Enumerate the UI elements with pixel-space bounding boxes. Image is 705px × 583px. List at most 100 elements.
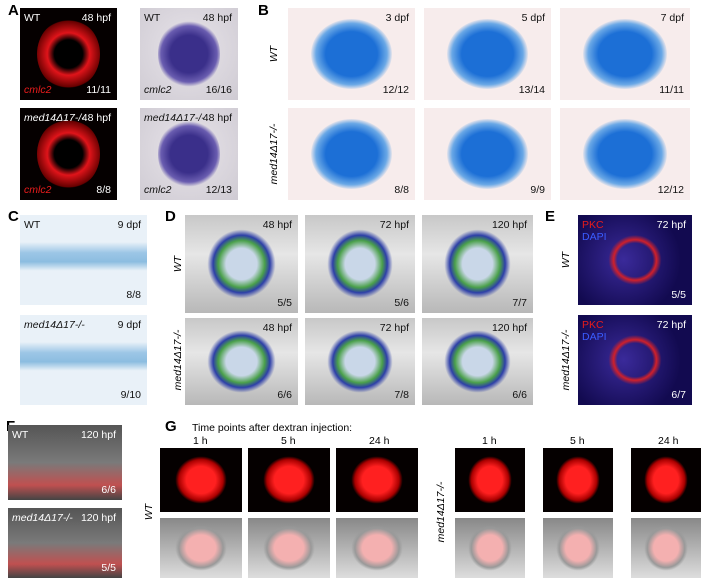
specimen xyxy=(324,226,396,302)
column-label: 5 h xyxy=(570,435,585,447)
micrograph: WT 9 dpf 8/8 xyxy=(20,215,147,305)
column-label: 1 h xyxy=(482,435,497,447)
specimen xyxy=(598,325,672,395)
micrograph xyxy=(160,448,242,512)
micrograph xyxy=(631,518,701,578)
specimen xyxy=(583,119,667,189)
specimen xyxy=(205,226,278,302)
micrograph: WT 120 hpf 6/6 xyxy=(8,425,122,500)
panel-letter: E xyxy=(545,208,556,225)
micrograph: 48 hpf 5/5 xyxy=(185,215,298,313)
micrograph xyxy=(248,518,330,578)
micrograph xyxy=(160,518,242,578)
column-label: 5 h xyxy=(281,435,296,447)
image-label: 5/6 xyxy=(394,297,409,309)
specimen xyxy=(441,226,513,302)
image-label: 13/14 xyxy=(518,84,545,96)
image-label: 9/9 xyxy=(530,184,545,196)
image-label: med14Δ17-/- xyxy=(144,112,205,124)
micrograph xyxy=(543,448,613,512)
image-label: 11/11 xyxy=(659,84,684,96)
image-label: 120 hpf xyxy=(80,512,116,524)
image-label: 5/5 xyxy=(277,297,292,309)
specimen xyxy=(262,525,316,571)
image-label: 48 hpf xyxy=(262,322,292,334)
micrograph: med14Δ17-/- 120 hpf 5/5 xyxy=(8,508,122,578)
image-label: 120 hpf xyxy=(491,219,527,231)
image-label: DAPI xyxy=(582,331,607,343)
image-label: 7/7 xyxy=(512,297,527,309)
micrograph: PKC DAPI 72 hpf 5/5 xyxy=(578,215,692,305)
row-label: WT xyxy=(172,255,184,273)
image-label: cmlc2 xyxy=(144,184,172,196)
specimen xyxy=(643,455,689,505)
image-label: 5/5 xyxy=(671,289,686,301)
row-label: med14Δ17-/- xyxy=(435,481,447,543)
panel-letter: B xyxy=(258,2,269,19)
specimen xyxy=(37,19,100,89)
micrograph xyxy=(631,448,701,512)
image-label: 12/12 xyxy=(382,84,409,96)
specimen xyxy=(643,525,689,571)
image-label: 6/7 xyxy=(671,389,686,401)
image-label: 7 dpf xyxy=(660,12,684,24)
specimen xyxy=(598,225,672,295)
micrograph: 48 hpf 6/6 xyxy=(185,318,298,405)
image-label: cmlc2 xyxy=(24,84,52,96)
image-label: WT xyxy=(24,12,41,24)
micrograph xyxy=(455,518,525,578)
row-label: med14Δ17-/- xyxy=(268,123,280,185)
image-label: 8/8 xyxy=(126,289,141,301)
micrograph: WT 48 hpf cmlc2 16/16 xyxy=(140,8,238,100)
column-label: 1 h xyxy=(193,435,208,447)
image-label: med14Δ17-/- xyxy=(12,512,73,524)
specimen xyxy=(174,525,228,571)
image-label: cmlc2 xyxy=(24,184,52,196)
specimen xyxy=(310,119,393,189)
micrograph xyxy=(248,448,330,512)
micrograph: med14Δ17-/- 9 dpf 9/10 xyxy=(20,315,147,405)
row-label: med14Δ17-/- xyxy=(172,329,184,391)
image-label: PKC xyxy=(582,219,604,231)
micrograph: 72 hpf 7/8 xyxy=(305,318,415,405)
image-label: 5 dpf xyxy=(521,12,545,24)
image-label: 48 hpf xyxy=(262,219,292,231)
specimen xyxy=(37,119,100,189)
image-label: 3 dpf xyxy=(385,12,409,24)
image-label: 8/8 xyxy=(394,184,409,196)
specimen xyxy=(262,455,316,505)
micrograph xyxy=(455,448,525,512)
image-label: 120 hpf xyxy=(491,322,527,334)
micrograph: 120 hpf 6/6 xyxy=(422,318,533,405)
image-label: 6/6 xyxy=(101,484,116,496)
specimen xyxy=(555,455,601,505)
micrograph: 8/8 xyxy=(288,108,415,200)
image-label: WT xyxy=(24,219,41,231)
panel-letter: A xyxy=(8,2,19,19)
micrograph: 9/9 xyxy=(424,108,551,200)
panel-letter: D xyxy=(165,208,176,225)
row-label: med14Δ17-/- xyxy=(560,329,572,391)
micrograph xyxy=(336,518,418,578)
image-label: med14Δ17-/- xyxy=(24,112,85,124)
caption: Time points after dextran injection: xyxy=(192,422,353,434)
micrograph: 72 hpf 5/6 xyxy=(305,215,415,313)
image-label: WT xyxy=(12,429,29,441)
image-label: 9/10 xyxy=(120,389,141,401)
image-label: cmlc2 xyxy=(144,84,172,96)
micrograph: 120 hpf 7/7 xyxy=(422,215,533,313)
micrograph: 3 dpf 12/12 xyxy=(288,8,415,100)
image-label: 5/5 xyxy=(101,562,116,574)
image-label: 16/16 xyxy=(205,84,232,96)
micrograph: 7 dpf 11/11 xyxy=(560,8,690,100)
image-label: 72 hpf xyxy=(379,219,409,231)
image-label: WT xyxy=(144,12,161,24)
image-label: 48 hpf xyxy=(81,112,111,124)
image-label: PKC xyxy=(582,319,604,331)
image-label: 9 dpf xyxy=(117,319,141,331)
micrograph xyxy=(543,518,613,578)
specimen xyxy=(555,525,601,571)
specimen xyxy=(583,19,667,89)
micrograph: WT 48 hpf cmlc2 11/11 xyxy=(20,8,117,100)
